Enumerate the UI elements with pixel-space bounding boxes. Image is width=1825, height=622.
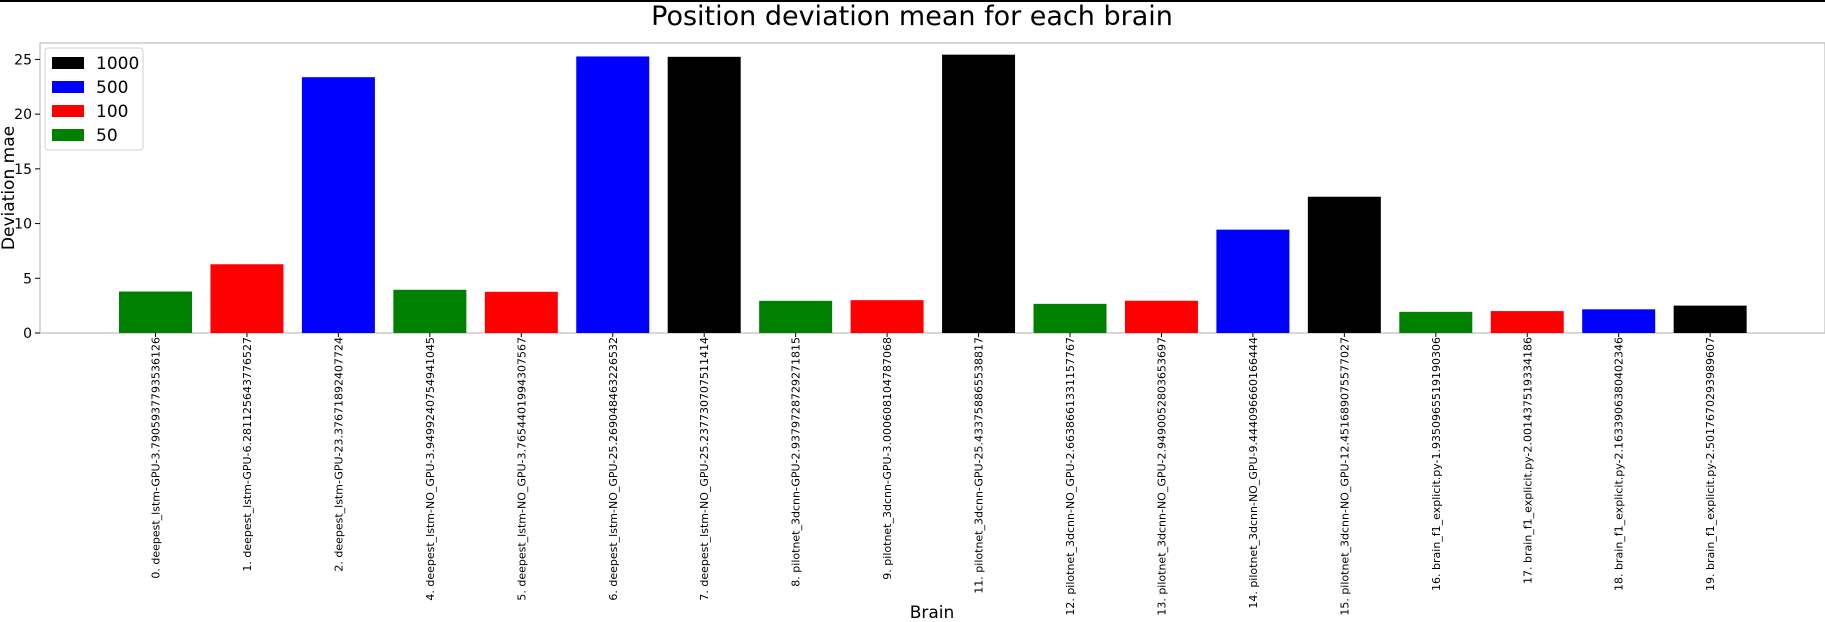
bar (1124, 300, 1198, 333)
x-tick-label: 13. pilotnet_3dcnn-NO_GPU-2.949005280365… (1155, 337, 1168, 616)
legend-swatch (52, 105, 84, 117)
x-tick-label: 16. brain_f1_explicit.py-1.9350965519190… (1430, 337, 1443, 591)
y-tick-label: 25 (14, 52, 32, 68)
bar (301, 77, 375, 334)
x-tick-label: 6. deepest_lstm-NO_GPU-25.26904846322653… (607, 337, 620, 601)
bar (484, 291, 558, 333)
top-border (0, 0, 1825, 2)
y-axis: 0 5 10 15 20 25 (14, 52, 40, 342)
bars-layer (119, 54, 1747, 334)
x-tick-label: 14. pilotnet_3dcnn-NO_GPU-9.444096660166… (1247, 337, 1260, 609)
bar (119, 291, 192, 333)
legend-swatch (52, 81, 84, 93)
bar (576, 56, 650, 334)
plot-area-frame (39, 42, 1825, 334)
y-tick-label: 5 (23, 271, 32, 287)
legend: 1000 500 100 50 (44, 47, 144, 151)
x-axis-label: Brain (910, 603, 955, 622)
legend-box (44, 47, 144, 151)
legend-label: 50 (96, 126, 118, 146)
x-tick-label: 17. brain_f1_explicit.py-2.0014375193341… (1521, 337, 1534, 584)
y-tick-label: 15 (14, 162, 32, 178)
bar (1673, 305, 1747, 333)
bar (759, 300, 833, 333)
x-tick-label: 9. pilotnet_3dcnn-GPU-3.000608104787068 (881, 337, 894, 580)
x-tick-label: 18. brain_f1_explicit.py-2.1633906380402… (1613, 337, 1626, 591)
bar (1490, 311, 1564, 333)
legend-swatch (52, 129, 84, 141)
bar (1033, 303, 1107, 333)
legend-label: 1000 (96, 54, 139, 74)
bar (1582, 309, 1656, 333)
x-tick-label: 15. pilotnet_3dcnn-NO_GPU-12.45168907557… (1338, 337, 1351, 616)
bar (850, 300, 924, 333)
x-tick-label: 4. deepest_lstm-NO_GPU-3.949924075494104… (424, 337, 437, 601)
x-tick-label: 5. deepest_lstm-NO_GPU-3.765440199430756… (515, 337, 528, 601)
x-tick-label: 1. deepest_lstm-GPU-6.281125643776527 (241, 337, 254, 572)
legend-label: 500 (96, 78, 128, 98)
bar (1216, 229, 1290, 333)
y-tick-label: 0 (23, 326, 32, 342)
bar (1307, 196, 1381, 333)
x-tick-label: 12. pilotnet_3dcnn-NO_GPU-2.663866133115… (1064, 337, 1077, 616)
x-tick-label: 8. pilotnet_3dcnn-GPU-2.9379728729271815 (790, 337, 803, 587)
legend-swatch (52, 57, 84, 69)
bar (667, 56, 741, 334)
y-tick-label: 20 (14, 107, 32, 123)
x-tick-label: 0. deepest_lstm-GPU-3.7905937793536126 (150, 337, 163, 579)
y-axis-label: Deviation mae (0, 126, 19, 250)
bar (1399, 311, 1473, 333)
x-tick-label: 2. deepest_lstm-GPU-23.37671892407724 (332, 337, 345, 572)
x-tick-label: 7. deepest_lstm-NO_GPU-25.23773070751141… (698, 337, 711, 601)
bar (393, 289, 467, 333)
x-tick-label: 11. pilotnet_3dcnn-GPU-25.43375886553881… (973, 337, 986, 594)
bar (942, 54, 1016, 334)
x-axis: 0. deepest_lstm-GPU-3.7905937793536126 1.… (150, 333, 1717, 616)
bar (210, 264, 284, 333)
y-tick-label: 10 (14, 217, 32, 233)
chart-title: Position deviation mean for each brain (651, 1, 1173, 32)
x-tick-label: 19. brain_f1_explicit.py-2.5017670293989… (1704, 337, 1717, 591)
legend-label: 100 (96, 102, 128, 122)
